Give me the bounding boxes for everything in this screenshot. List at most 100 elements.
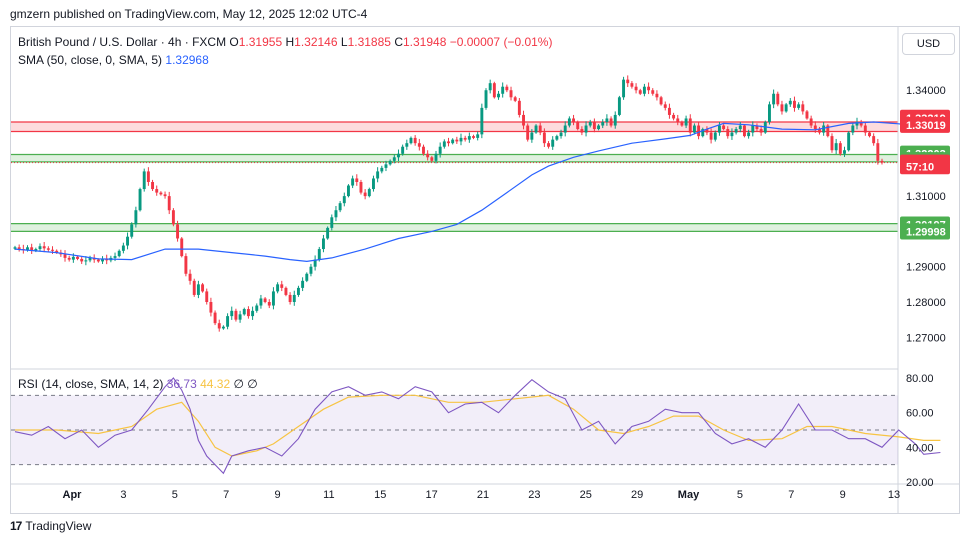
candle-body <box>726 129 730 137</box>
candle-body <box>805 111 809 119</box>
symbol-legend[interactable]: British Pound / U.S. Dollar · 4h · FXCM … <box>18 35 552 49</box>
candle-body <box>451 139 455 144</box>
candle-body <box>301 280 305 288</box>
candle-body <box>176 224 180 239</box>
candle-body <box>321 238 325 250</box>
candle-body <box>530 132 534 140</box>
candle-78 <box>338 201 342 213</box>
candle-body <box>384 164 388 168</box>
candle-67 <box>292 290 296 306</box>
candle-body <box>563 125 567 133</box>
candle-81 <box>351 175 355 189</box>
candle-61 <box>267 299 271 309</box>
candle-body <box>67 257 71 260</box>
candle-body <box>292 294 296 302</box>
grid-layer <box>11 27 959 513</box>
candle-body <box>284 287 288 295</box>
rsi-legend[interactable]: RSI (14, close, SMA, 14, 2) 36.73 44.32 … <box>18 377 258 391</box>
candle-164 <box>697 122 701 140</box>
candle-33 <box>151 179 155 191</box>
sma-legend[interactable]: SMA (50, close, 0, SMA, 5) 1.32968 <box>18 53 209 67</box>
candle-body <box>342 196 346 204</box>
candle-193 <box>818 126 821 135</box>
candle-107 <box>459 133 463 146</box>
candle-58 <box>255 303 259 313</box>
candle-body <box>234 310 238 320</box>
candle-166 <box>705 126 709 136</box>
candle-body <box>355 178 359 182</box>
candle-body <box>567 118 571 126</box>
rsi-value: 36.73 <box>166 377 197 391</box>
candle-body <box>630 83 634 87</box>
candle-body <box>688 118 692 133</box>
candle-body <box>209 302 213 313</box>
candle-body <box>709 132 713 140</box>
tradingview-logo-icon: 17 <box>10 519 22 533</box>
candle-172 <box>730 128 734 140</box>
candle-body <box>347 185 350 197</box>
publisher-header: gmzern published on TradingView.com, May… <box>10 7 368 21</box>
candle-35 <box>159 191 163 196</box>
candle-80 <box>347 184 350 198</box>
candle-body <box>488 83 492 91</box>
candle-96 <box>413 135 417 146</box>
candle-body <box>738 125 742 130</box>
candle-body <box>551 139 555 147</box>
candle-body <box>667 107 671 115</box>
candle-98 <box>422 144 425 156</box>
candle-body <box>755 125 759 130</box>
candle-body <box>809 118 813 126</box>
close-value: 1.31948 <box>402 35 447 49</box>
candle-body <box>101 258 104 262</box>
candle-149 <box>634 83 638 94</box>
candle-body <box>647 86 651 91</box>
candle-76 <box>330 214 334 231</box>
candle-129 <box>551 136 555 150</box>
candle-body <box>334 210 338 218</box>
candle-56 <box>246 306 250 319</box>
candle-161 <box>684 115 688 129</box>
candle-body <box>597 125 601 130</box>
chart-frame[interactable] <box>10 26 960 514</box>
candle-body <box>46 248 50 250</box>
candle-body <box>434 153 438 161</box>
candle-body <box>751 125 755 133</box>
candle-body <box>584 125 588 133</box>
time-tick-9: 23 <box>528 489 540 501</box>
candle-136 <box>580 126 584 136</box>
candle-body <box>505 86 509 91</box>
candle-178 <box>755 123 759 131</box>
candle-145 <box>617 95 621 117</box>
time-tick-0: Apr <box>63 489 83 501</box>
candle-63 <box>276 282 280 294</box>
currency-button[interactable]: USD <box>902 33 955 55</box>
candle-body <box>438 146 442 154</box>
candle-body <box>184 256 188 274</box>
candle-body <box>309 266 313 274</box>
candle-body <box>238 314 242 320</box>
time-tick-14: 7 <box>788 489 794 501</box>
candle-94 <box>405 139 409 150</box>
time-tick-13: 5 <box>737 489 743 501</box>
candle-4 <box>30 243 34 254</box>
candle-body <box>42 246 46 249</box>
candle-body <box>876 143 880 161</box>
candle-body <box>413 137 417 144</box>
time-tick-4: 9 <box>274 489 280 501</box>
candle-body <box>88 257 92 261</box>
candle-114 <box>488 79 492 94</box>
candle-body <box>542 132 546 144</box>
candle-200 <box>847 131 851 152</box>
candle-body <box>330 217 334 228</box>
rsi-tick-1: 60.00 <box>906 408 934 420</box>
candle-1 <box>17 244 21 252</box>
candle-138 <box>588 119 592 128</box>
candle-99 <box>426 150 430 161</box>
sma-layer <box>14 121 945 263</box>
candle-body <box>326 227 330 239</box>
candle-199 <box>843 146 846 157</box>
open-value: 1.31955 <box>238 35 283 49</box>
candle-body <box>818 129 821 133</box>
footer-brand[interactable]: 17 TradingView <box>10 519 91 533</box>
